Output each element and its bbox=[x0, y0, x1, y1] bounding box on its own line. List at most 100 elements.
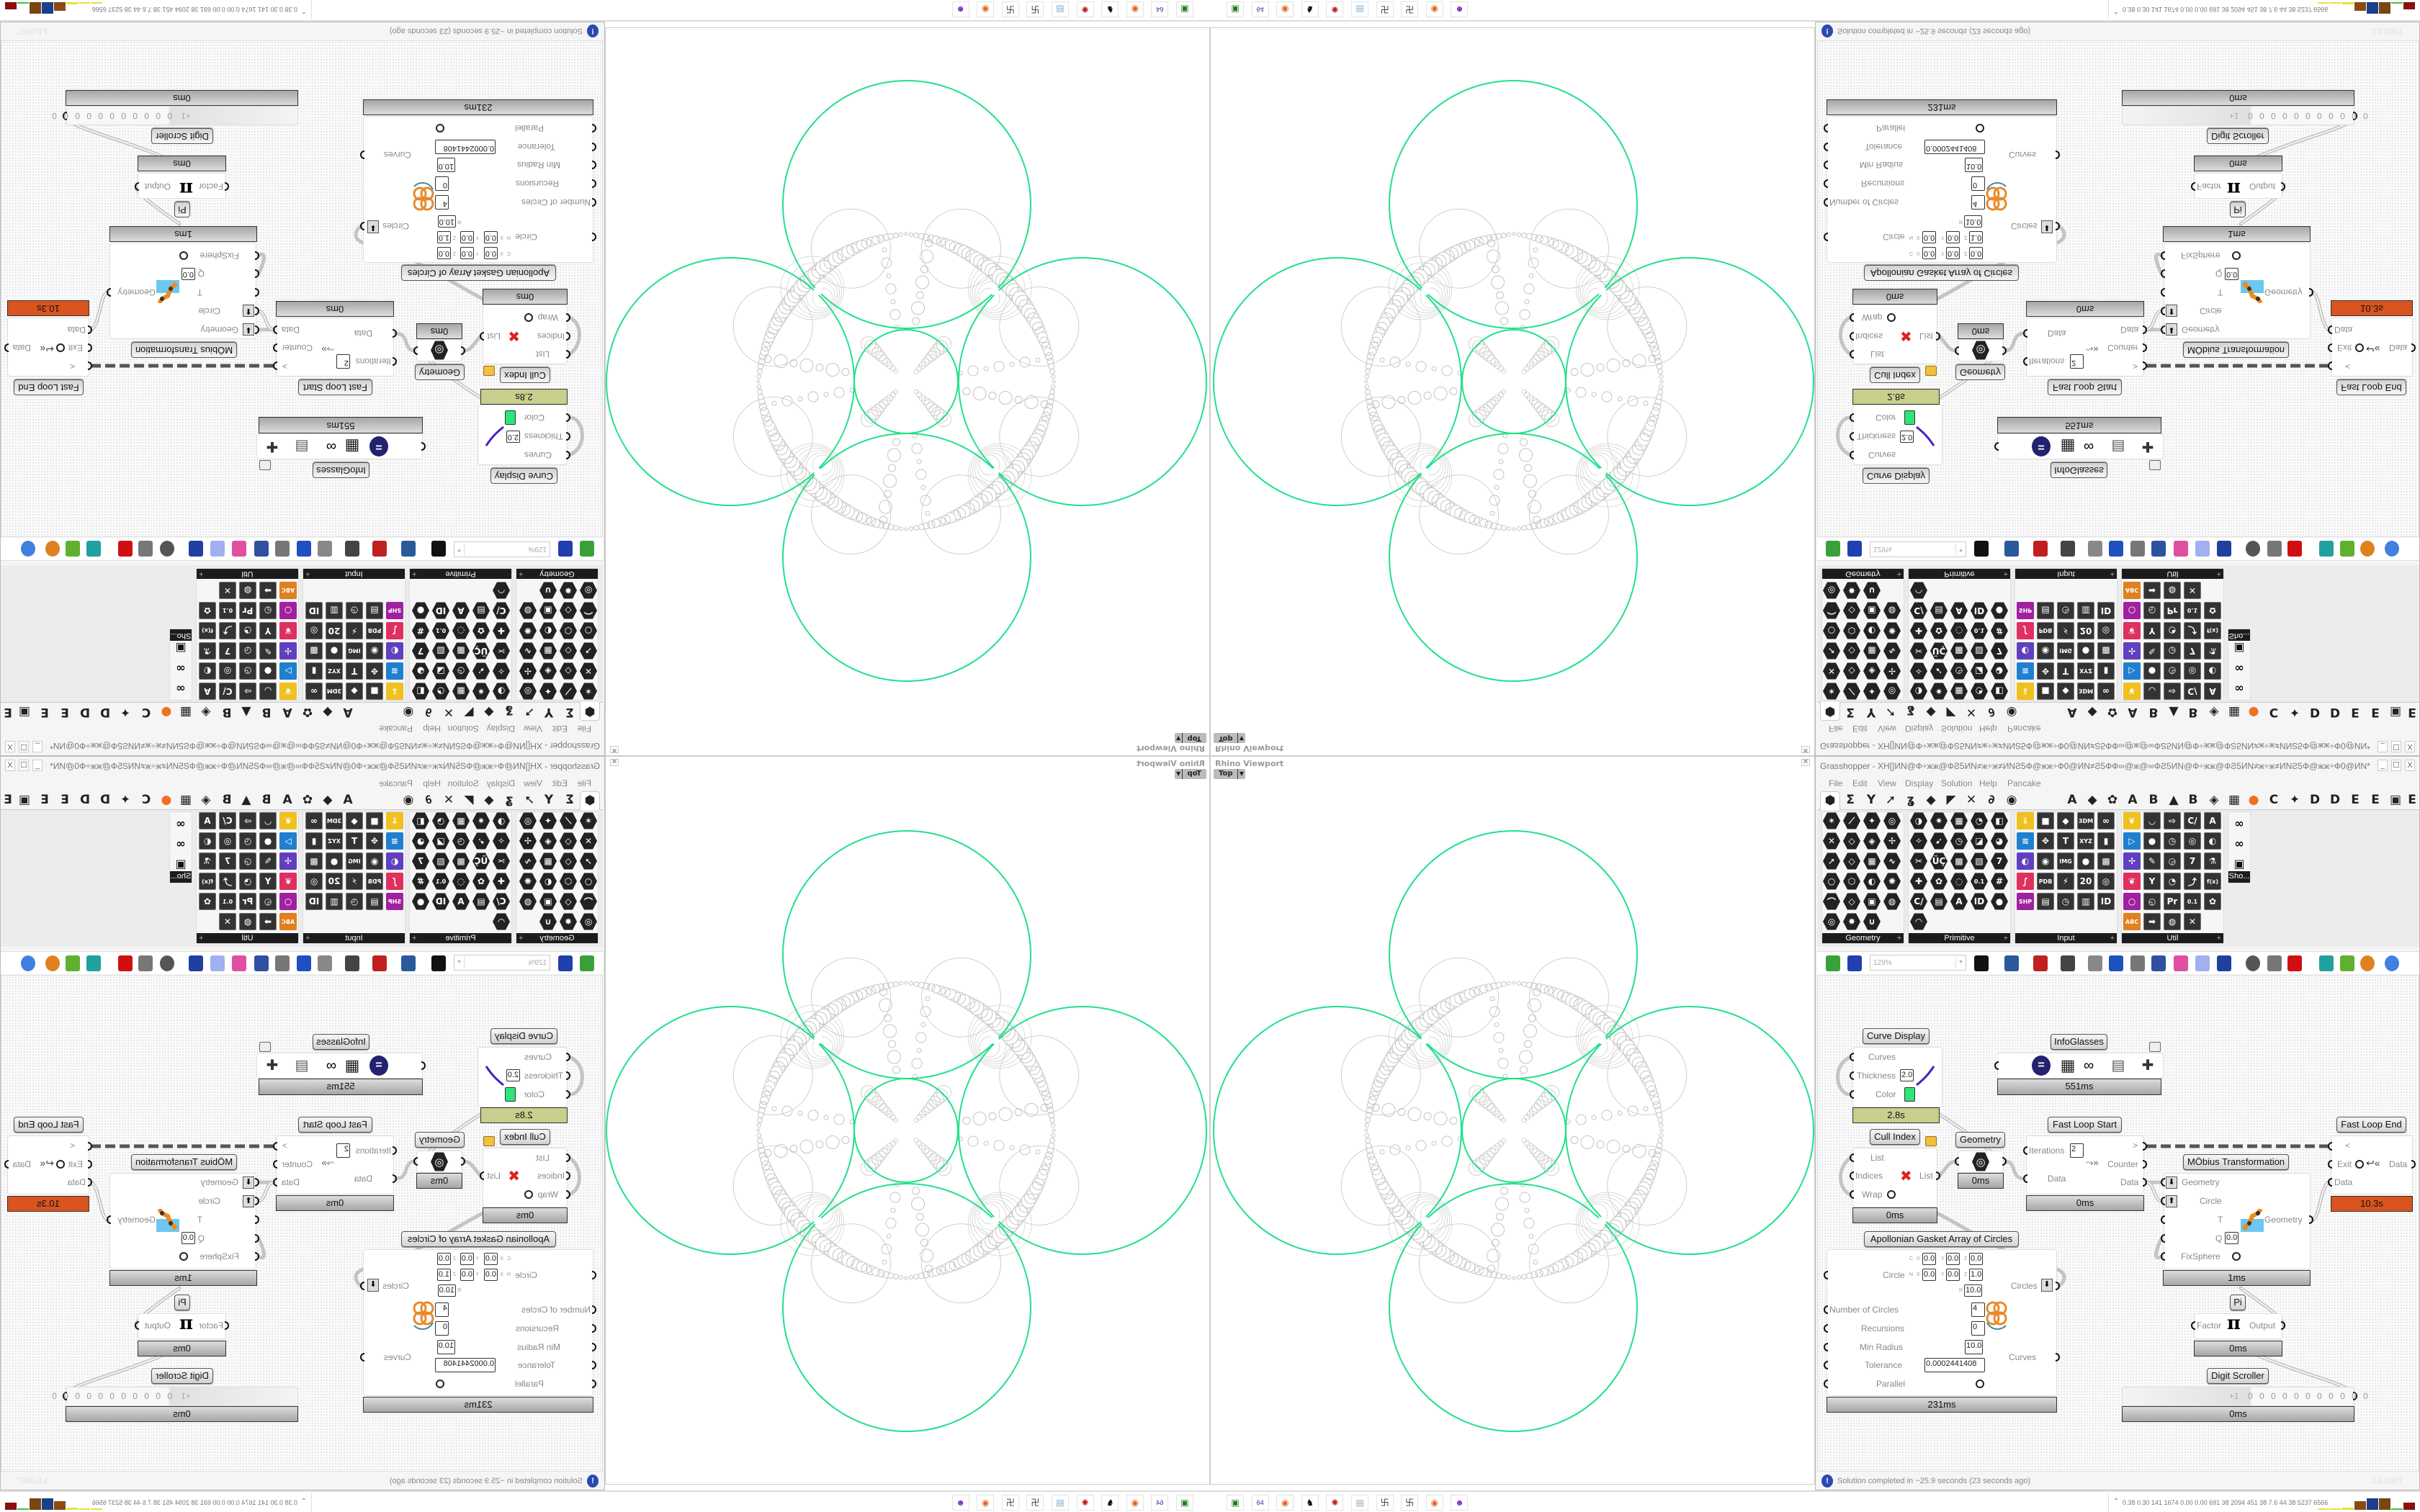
comment-bubble-icon[interactable] bbox=[2149, 1042, 2161, 1052]
component-icon[interactable]: ◍ bbox=[1883, 893, 1901, 910]
radius-value[interactable]: 10.0 bbox=[437, 215, 456, 228]
chevron-up-icon[interactable]: ⌃ bbox=[2113, 6, 2120, 14]
component-icon[interactable]: 0.1 bbox=[2184, 602, 2201, 619]
component-icon[interactable]: ○ bbox=[1823, 873, 1840, 890]
component-tab[interactable]: C bbox=[2269, 793, 2279, 807]
firefox-icon[interactable]: ◉ bbox=[1276, 1, 1294, 17]
component-icon[interactable]: ⚡ bbox=[2057, 622, 2074, 639]
menu-edit[interactable]: Edit bbox=[1852, 778, 1868, 788]
component-icon[interactable]: IMG bbox=[2057, 642, 2074, 660]
component-icon[interactable]: PDB bbox=[366, 622, 383, 639]
new-document-icon[interactable] bbox=[580, 541, 594, 557]
input-grip[interactable] bbox=[2191, 182, 2195, 191]
component-icon[interactable]: C/ bbox=[219, 683, 236, 700]
center-y-value[interactable]: 0.0 bbox=[460, 1253, 474, 1265]
component-tab[interactable]: Σ bbox=[565, 705, 574, 719]
exit-toggle[interactable] bbox=[56, 343, 65, 352]
input-grip[interactable] bbox=[1850, 1190, 1854, 1199]
output-grip[interactable] bbox=[273, 361, 277, 370]
component-tab[interactable]: D bbox=[2329, 705, 2341, 719]
component-tab[interactable]: ▲ bbox=[241, 793, 251, 807]
component-icon[interactable]: ◔ bbox=[239, 873, 256, 890]
radius-value[interactable]: 10.0 bbox=[1964, 215, 1983, 228]
component-icon[interactable]: ◷ bbox=[346, 893, 363, 910]
component-tab[interactable]: B bbox=[2148, 793, 2159, 807]
eye-icon[interactable] bbox=[401, 955, 416, 971]
component-icon[interactable]: ▤ bbox=[1930, 893, 1948, 910]
panel-label[interactable]: Input + bbox=[2015, 933, 2117, 943]
expand-icon[interactable]: + bbox=[305, 570, 310, 578]
zoom-level-input[interactable]: 129% ▼ bbox=[454, 541, 550, 557]
component-icon[interactable]: ○ bbox=[279, 893, 297, 910]
component-icon[interactable]: f(x) bbox=[199, 873, 216, 890]
output-grip[interactable] bbox=[273, 1160, 277, 1169]
component-tab[interactable]: B bbox=[2188, 705, 2198, 719]
glasses-icon[interactable]: ▣ bbox=[175, 642, 187, 656]
component-icon[interactable]: ⇓ bbox=[2017, 683, 2034, 700]
input-grip[interactable] bbox=[1850, 1153, 1854, 1162]
component-icon[interactable]: PDB bbox=[366, 873, 383, 890]
component-tab[interactable]: ◉ bbox=[403, 705, 414, 719]
component-tab[interactable]: ◆ bbox=[2087, 705, 2097, 719]
component-icon[interactable]: ◔ bbox=[2164, 622, 2181, 639]
input-grip[interactable] bbox=[1850, 432, 1854, 441]
normal-z-value[interactable]: 1.0 bbox=[1969, 231, 1984, 243]
component-tab[interactable]: B bbox=[2188, 793, 2198, 807]
component-icon[interactable]: ▷ bbox=[279, 662, 297, 680]
component-icon[interactable]: ✺ bbox=[1883, 873, 1901, 890]
zoom-extents-icon[interactable] bbox=[431, 541, 446, 557]
panel-label[interactable]: Util + bbox=[2122, 569, 2223, 579]
center-x-value[interactable]: 0.0 bbox=[1922, 1253, 1937, 1265]
grasshopper-icon[interactable]: 卐 bbox=[1376, 1, 1394, 17]
recursions-value[interactable]: 0 bbox=[435, 176, 449, 191]
inkscape-icon[interactable]: ♞ bbox=[1301, 1, 1319, 17]
component-tab[interactable]: ✦ bbox=[2289, 793, 2300, 807]
component-icon[interactable]: ∞ bbox=[305, 812, 323, 829]
component-tab[interactable]: E bbox=[2371, 705, 2380, 719]
component-icon[interactable]: ◆ bbox=[2057, 812, 2074, 829]
iterations-value[interactable]: 2 bbox=[2070, 354, 2084, 369]
grasshopper-icon[interactable]: 卐 bbox=[1401, 1, 1419, 17]
digit-scroller-digits[interactable]: 0 0 0 0 0 0 0 0 0 0 0 bbox=[50, 1391, 172, 1401]
component-icon[interactable]: ▷ bbox=[2123, 662, 2141, 680]
new-document-icon[interactable] bbox=[580, 955, 594, 971]
panel-label[interactable]: Input + bbox=[303, 933, 405, 943]
component-icon[interactable]: ◷ bbox=[1950, 832, 1968, 850]
output-grip[interactable] bbox=[2002, 1157, 2007, 1166]
component-icon[interactable]: ≋ bbox=[2017, 832, 2034, 850]
component-icon[interactable]: 3DM bbox=[326, 812, 343, 829]
component-tab[interactable]: D bbox=[99, 705, 111, 719]
menu-view[interactable]: View bbox=[1878, 778, 1896, 788]
glasses-icon[interactable]: ▣ bbox=[2233, 856, 2245, 870]
mobius-transformation-label[interactable]: MÖbius Transformation bbox=[2183, 1154, 2289, 1170]
notepad-icon[interactable]: ▤ bbox=[1052, 1, 1069, 17]
chevron-up-icon[interactable]: ⌃ bbox=[2113, 1498, 2120, 1506]
minimize-button[interactable]: _ bbox=[32, 741, 42, 752]
teal-shape-icon[interactable] bbox=[86, 541, 101, 557]
output-grip[interactable] bbox=[360, 222, 364, 230]
apollonian-gasket-label[interactable]: Apollonian Gasket Array of Circles bbox=[401, 265, 556, 281]
component-icon[interactable]: ● bbox=[2143, 832, 2161, 850]
gha-icon[interactable] bbox=[297, 541, 311, 557]
component-tab[interactable]: A bbox=[282, 705, 292, 719]
component-tab[interactable]: Σ bbox=[1846, 793, 1855, 807]
component-icon[interactable]: ◉ bbox=[366, 852, 383, 870]
component-tab[interactable]: ▲ bbox=[2169, 793, 2179, 807]
parallel-toggle[interactable] bbox=[436, 124, 444, 132]
component-icon[interactable]: ✥ bbox=[366, 662, 383, 680]
component-icon[interactable]: 7 bbox=[219, 642, 236, 660]
recursions-value[interactable]: 0 bbox=[1971, 1321, 1985, 1336]
glasses-icon[interactable]: ▣ bbox=[175, 856, 187, 870]
component-icon[interactable]: Y bbox=[2143, 622, 2161, 639]
component-icon[interactable]: ✕ bbox=[2184, 913, 2201, 930]
menu-edit[interactable]: Edit bbox=[552, 778, 568, 788]
input-grip[interactable] bbox=[2328, 1160, 2332, 1169]
component-icon[interactable]: ✧ bbox=[1910, 832, 1927, 850]
component-icon[interactable]: ◆ bbox=[346, 683, 363, 700]
zoom-level-input[interactable]: 129% ▼ bbox=[1870, 541, 1966, 557]
tolerance-value[interactable]: 0.0002441408 bbox=[435, 140, 496, 154]
infoglasses-label[interactable]: InfoGlasses bbox=[2051, 462, 2107, 478]
rhino-viewport[interactable]: Rhino Viewport Top ▼ ✕ bbox=[1210, 27, 1815, 756]
component-tab[interactable]: E bbox=[60, 793, 69, 807]
email-icon[interactable] bbox=[2088, 955, 2102, 971]
